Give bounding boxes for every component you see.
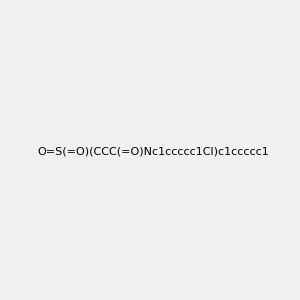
Text: O=S(=O)(CCC(=O)Nc1ccccc1Cl)c1ccccc1: O=S(=O)(CCC(=O)Nc1ccccc1Cl)c1ccccc1	[38, 146, 270, 157]
